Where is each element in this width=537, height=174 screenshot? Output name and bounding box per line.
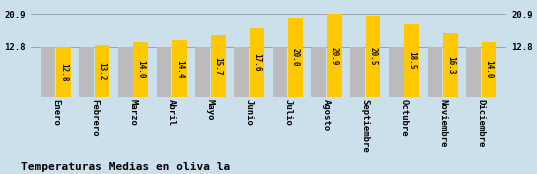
Bar — [134, 42, 148, 97]
Text: 13.2: 13.2 — [98, 62, 107, 80]
Bar — [466, 47, 481, 97]
Bar — [404, 24, 419, 97]
Text: 20.0: 20.0 — [291, 48, 300, 67]
Bar — [118, 47, 133, 97]
Text: 20.5: 20.5 — [368, 48, 378, 66]
Bar — [41, 47, 55, 97]
Bar — [250, 27, 264, 97]
Text: 14.0: 14.0 — [484, 60, 494, 79]
Text: 14.0: 14.0 — [136, 60, 146, 79]
Text: 18.5: 18.5 — [407, 51, 416, 70]
Text: 20.9: 20.9 — [330, 47, 339, 65]
Text: 17.6: 17.6 — [252, 53, 262, 72]
Bar — [366, 16, 380, 97]
Bar — [482, 42, 496, 97]
Bar — [195, 47, 210, 97]
Bar — [95, 45, 110, 97]
Bar — [273, 47, 287, 97]
Bar — [56, 47, 71, 97]
Text: 15.7: 15.7 — [214, 57, 223, 76]
Text: 14.4: 14.4 — [175, 60, 184, 78]
Bar — [288, 18, 303, 97]
Text: 12.8: 12.8 — [59, 63, 68, 81]
Bar — [172, 40, 187, 97]
Bar — [211, 35, 226, 97]
Text: 16.3: 16.3 — [446, 56, 455, 74]
Bar — [234, 47, 249, 97]
Bar — [389, 47, 403, 97]
Bar — [350, 47, 365, 97]
Bar — [427, 47, 442, 97]
Text: Temperaturas Medias en oliva la: Temperaturas Medias en oliva la — [21, 162, 231, 172]
Bar — [79, 47, 94, 97]
Bar — [327, 14, 342, 97]
Bar — [443, 33, 458, 97]
Bar — [311, 47, 326, 97]
Bar — [157, 47, 171, 97]
